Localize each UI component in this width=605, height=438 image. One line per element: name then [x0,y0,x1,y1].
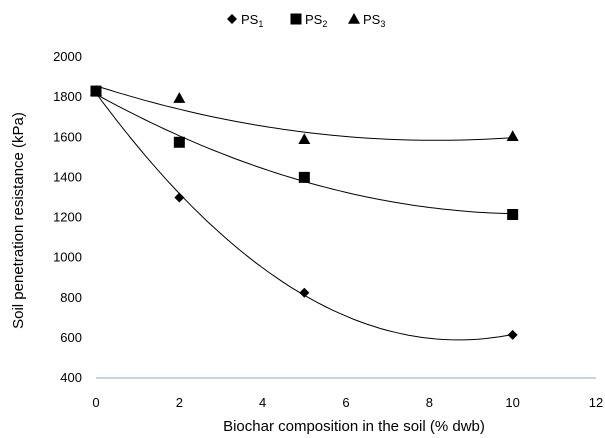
legend-marker-ps1 [227,14,237,24]
x-axis-ticks: 0 2 4 6 8 10 12 [92,395,603,410]
y-axis-title: Soil penetration resistance (kPa) [10,112,27,329]
trend-line-ps1 [95,92,513,341]
x-tick-label: 8 [426,395,433,410]
y-tick-label: 1800 [53,89,82,104]
y-tick-label: 1000 [53,250,82,265]
x-tick-label: 2 [176,395,183,410]
legend-label-ps3: PS3 [363,12,385,29]
data-point-ps2 [507,208,519,220]
y-tick-label: 2000 [53,49,82,64]
data-point-ps3 [506,130,519,142]
data-point-ps1 [299,287,310,298]
y-tick-label: 800 [60,290,82,305]
trend-lines [95,85,513,341]
y-tick-label: 1200 [53,210,82,225]
data-point-ps2 [298,171,310,183]
x-tick-label: 10 [505,395,519,410]
data-point-ps3 [173,92,186,103]
data-point-ps1 [507,329,518,340]
y-tick-label: 600 [60,330,82,345]
y-tick-label: 400 [60,370,82,385]
x-tick-label: 12 [589,395,603,410]
y-tick-label: 1600 [53,129,82,144]
data-point-ps2 [173,136,185,148]
data-point-ps3 [298,133,311,145]
x-axis-title: Biochar composition in the soil (% dwb) [223,418,485,435]
y-axis-ticks: 400 600 800 1000 1200 1400 1600 1800 2000 [53,49,82,385]
legend: PS1 PS2 PS3 [227,12,385,29]
data-markers [90,85,519,340]
legend-label-ps2: PS2 [305,12,327,29]
trend-line-ps2 [95,93,513,215]
legend-label-ps1: PS1 [241,12,263,29]
x-tick-label: 4 [259,395,266,410]
x-tick-label: 6 [342,395,349,410]
legend-marker-ps3 [348,13,360,24]
trend-line-ps3 [95,85,513,141]
legend-marker-ps2 [290,13,302,25]
x-tick-label: 0 [92,395,99,410]
data-point-ps3 [90,85,102,96]
data-point-ps1 [174,192,185,203]
y-tick-label: 1400 [53,169,82,184]
